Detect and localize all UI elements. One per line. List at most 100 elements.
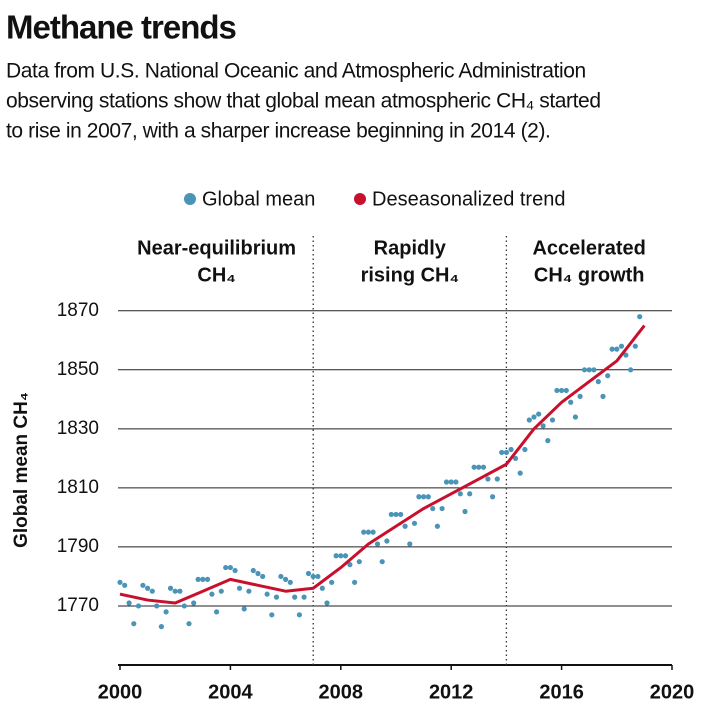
data-point — [361, 529, 367, 535]
data-point — [158, 624, 164, 630]
data-point — [517, 470, 523, 476]
data-point — [508, 446, 514, 453]
data-point — [126, 600, 132, 606]
data-point — [310, 573, 316, 580]
data-point — [467, 491, 473, 497]
data-point — [462, 508, 468, 515]
data-point — [356, 559, 362, 565]
data-point — [149, 588, 155, 594]
data-point — [209, 591, 215, 597]
data-point — [167, 585, 174, 591]
data-point — [333, 553, 339, 559]
data-point — [329, 579, 335, 585]
data-point — [572, 414, 579, 420]
data-point — [609, 346, 615, 352]
data-point — [425, 494, 431, 500]
data-point — [117, 579, 123, 585]
data-point — [131, 621, 137, 627]
data-point — [177, 588, 183, 594]
data-point — [163, 609, 169, 615]
data-point — [499, 449, 505, 456]
data-point — [490, 494, 496, 500]
data-point — [605, 373, 611, 379]
data-point — [476, 464, 482, 470]
data-point — [480, 464, 487, 470]
data-point — [214, 609, 220, 615]
data-point — [204, 576, 211, 582]
data-point — [186, 621, 192, 627]
data-point — [273, 594, 280, 600]
data-point — [434, 523, 440, 529]
data-point — [618, 343, 625, 349]
data-point — [554, 387, 560, 394]
x-tick-label: 2016 — [539, 681, 584, 703]
data-point — [200, 576, 206, 582]
data-point — [393, 511, 399, 518]
data-point — [559, 387, 565, 394]
data-point — [195, 576, 201, 582]
data-point — [411, 520, 418, 526]
data-point — [586, 367, 592, 373]
data-point — [352, 579, 358, 585]
data-point — [398, 511, 404, 518]
data-point — [512, 455, 519, 461]
data-point — [457, 491, 463, 497]
data-point — [600, 393, 606, 399]
data-point — [471, 464, 477, 470]
data-point — [402, 523, 408, 529]
data-point — [581, 367, 588, 373]
data-point — [540, 423, 546, 429]
chart-title: Methane trends — [6, 9, 236, 46]
legend-marker — [184, 193, 196, 205]
data-point — [374, 541, 381, 547]
data-point — [260, 573, 266, 580]
data-point — [315, 573, 321, 580]
y-tick-label: 1770 — [57, 595, 99, 616]
y-tick-label: 1870 — [57, 300, 99, 321]
data-point — [485, 476, 491, 482]
data-point — [301, 594, 307, 600]
data-point — [370, 529, 376, 535]
data-point — [342, 553, 349, 559]
y-tick-label: 1810 — [57, 477, 99, 498]
data-point — [388, 511, 394, 518]
period-label: Rapidly — [374, 237, 447, 259]
data-point — [614, 346, 620, 352]
data-point — [421, 494, 427, 500]
data-point — [416, 494, 422, 500]
period-label: Accelerated — [532, 237, 645, 259]
data-point — [172, 588, 178, 594]
data-point — [236, 585, 243, 591]
data-point — [545, 438, 551, 444]
data-point — [503, 449, 509, 456]
data-point — [218, 588, 224, 594]
data-point — [154, 603, 160, 609]
x-tick-label: 2020 — [650, 681, 695, 703]
data-point — [595, 379, 601, 385]
data-point — [384, 538, 390, 544]
y-tick-label: 1830 — [57, 418, 99, 439]
period-label: rising CH₄ — [361, 264, 459, 286]
data-point — [135, 603, 142, 609]
subtitle-line: observing stations show that global mean… — [6, 90, 601, 113]
data-point — [623, 352, 629, 358]
data-point — [365, 529, 371, 535]
data-point — [283, 576, 289, 582]
data-point — [305, 570, 312, 577]
legend-label: Global mean — [202, 188, 315, 210]
x-tick-label: 2012 — [429, 681, 474, 703]
data-point — [407, 541, 413, 547]
data-point — [246, 588, 252, 594]
trend-line — [119, 324, 646, 605]
data-point — [379, 559, 385, 565]
data-point — [145, 585, 151, 591]
data-point — [453, 479, 459, 485]
data-point — [632, 343, 638, 349]
data-point — [439, 505, 445, 512]
x-tick-label: 2000 — [98, 681, 143, 703]
data-point — [430, 505, 436, 512]
data-point — [181, 603, 187, 609]
data-point — [255, 570, 261, 577]
data-point — [241, 606, 247, 612]
